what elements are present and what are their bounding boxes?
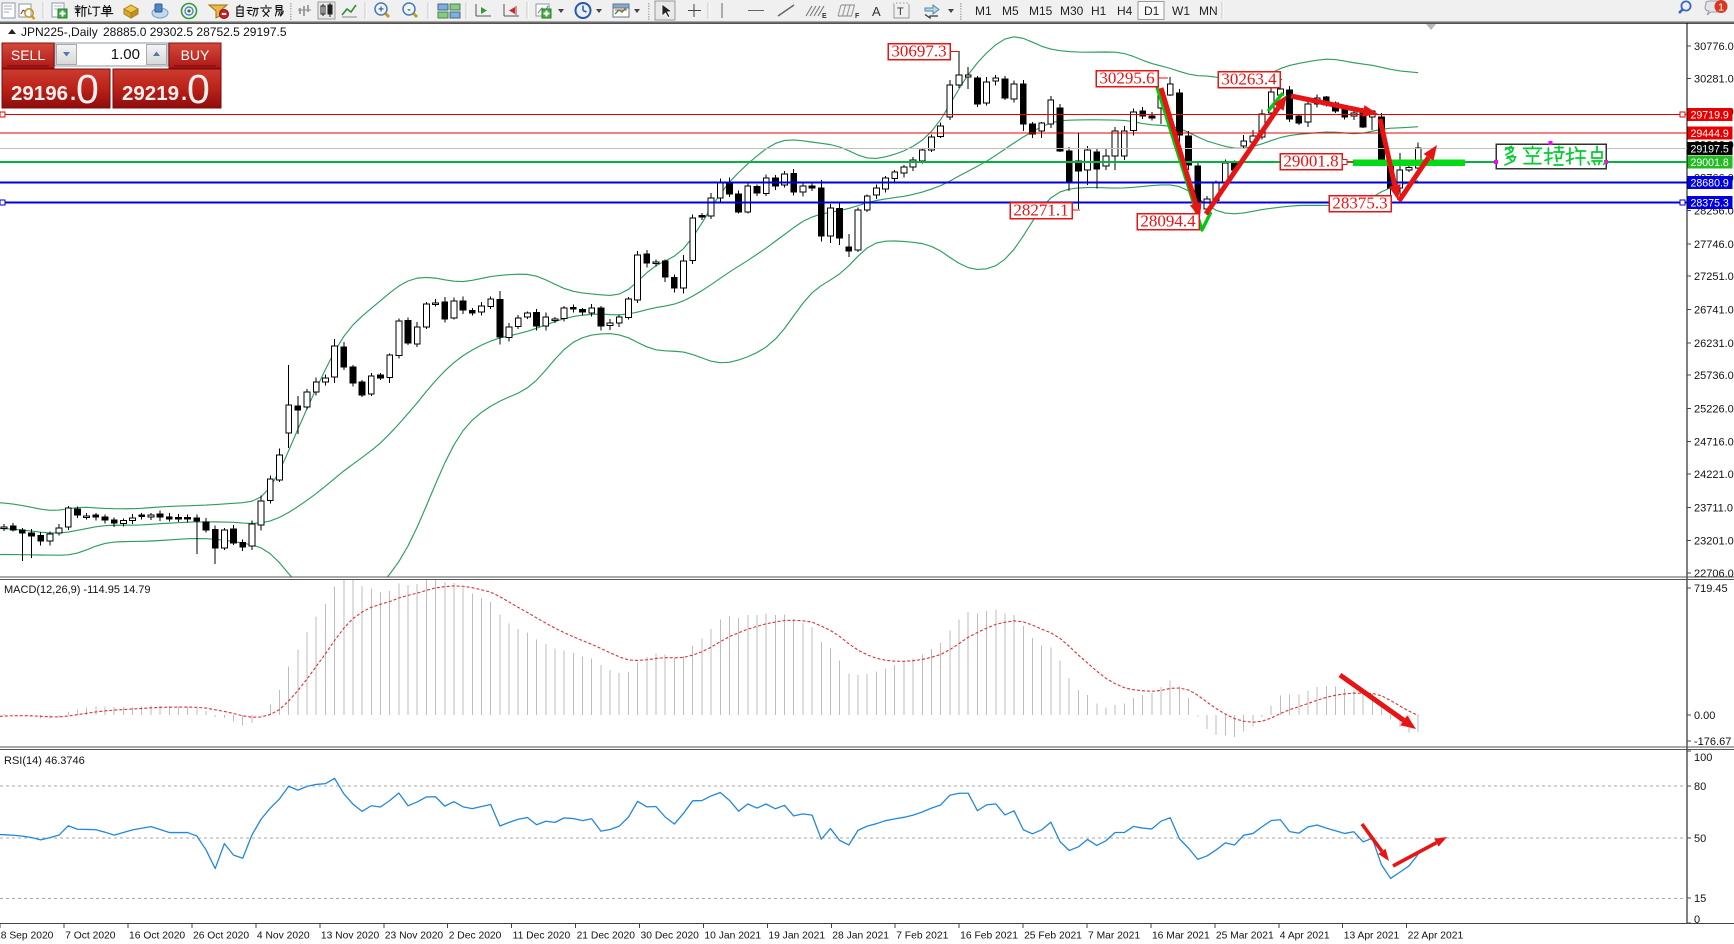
- svg-text:1.00: 1.00: [111, 46, 140, 63]
- svg-text:30776.0: 30776.0: [1694, 41, 1734, 53]
- svg-text:11 Dec 2020: 11 Dec 2020: [513, 931, 571, 942]
- svg-text:27746.0: 27746.0: [1694, 239, 1734, 251]
- svg-text:26231.0: 26231.0: [1694, 338, 1734, 350]
- svg-text:13 Nov 2020: 13 Nov 2020: [321, 931, 380, 942]
- svg-text:100: 100: [1694, 752, 1712, 764]
- svg-text:29219: 29219: [122, 82, 179, 105]
- svg-text:16 Mar 2021: 16 Mar 2021: [1152, 931, 1210, 942]
- svg-text:26 Oct 2020: 26 Oct 2020: [193, 931, 249, 942]
- svg-text:28 Sep 2020: 28 Sep 2020: [0, 931, 54, 942]
- svg-text:H4: H4: [1117, 4, 1133, 18]
- svg-text:0: 0: [1694, 914, 1700, 926]
- svg-text:MN: MN: [1199, 4, 1218, 18]
- svg-text:25 Feb 2021: 25 Feb 2021: [1024, 931, 1082, 942]
- svg-text:SELL: SELL: [11, 47, 45, 63]
- svg-text:7 Oct 2020: 7 Oct 2020: [65, 931, 116, 942]
- svg-text:0: 0: [187, 66, 210, 112]
- svg-text:25 Mar 2021: 25 Mar 2021: [1216, 931, 1274, 942]
- svg-text:MACD(12,26,9) -114.95 14.79: MACD(12,26,9) -114.95 14.79: [4, 584, 151, 596]
- svg-text:23711.0: 23711.0: [1694, 502, 1733, 514]
- svg-text:-: -: [407, 5, 410, 16]
- svg-text:25226.0: 25226.0: [1694, 403, 1734, 415]
- svg-text:.: .: [70, 80, 76, 105]
- svg-text:30263.4: 30263.4: [1221, 69, 1277, 88]
- svg-text:22 Apr 2021: 22 Apr 2021: [1408, 931, 1464, 942]
- svg-text:15: 15: [1694, 893, 1706, 905]
- svg-text:16 Oct 2020: 16 Oct 2020: [129, 931, 185, 942]
- svg-text:D1: D1: [1144, 4, 1160, 18]
- svg-text:T: T: [897, 6, 904, 18]
- svg-text:M15: M15: [1029, 4, 1053, 18]
- svg-text:23 Nov 2020: 23 Nov 2020: [385, 931, 444, 942]
- svg-text:30 Dec 2020: 30 Dec 2020: [641, 931, 700, 942]
- svg-text:JPN225-,Daily: JPN225-,Daily: [21, 25, 98, 39]
- svg-text:0.00: 0.00: [1694, 710, 1715, 722]
- svg-text:29196: 29196: [11, 82, 68, 105]
- svg-text:.: .: [181, 80, 187, 105]
- svg-text:W1: W1: [1172, 4, 1190, 18]
- svg-text:21 Dec 2020: 21 Dec 2020: [577, 931, 636, 942]
- svg-text:-176.67: -176.67: [1694, 736, 1731, 748]
- svg-text:+: +: [378, 5, 384, 16]
- svg-text:24716.0: 24716.0: [1694, 437, 1734, 449]
- svg-text:28375.3: 28375.3: [1691, 197, 1729, 209]
- svg-text:7 Mar 2021: 7 Mar 2021: [1088, 931, 1140, 942]
- svg-text:29719.9: 29719.9: [1691, 109, 1729, 121]
- svg-text:E: E: [822, 13, 827, 20]
- svg-text:30697.3: 30697.3: [891, 41, 946, 60]
- svg-text:29001.8: 29001.8: [1283, 151, 1338, 170]
- svg-text:A: A: [872, 4, 881, 19]
- svg-text:16 Feb 2021: 16 Feb 2021: [960, 931, 1018, 942]
- svg-text:BUY: BUY: [181, 47, 210, 63]
- svg-text:29444.9: 29444.9: [1691, 128, 1729, 140]
- svg-text:13 Apr 2021: 13 Apr 2021: [1344, 931, 1400, 942]
- svg-text:0: 0: [76, 66, 99, 112]
- svg-text:28 Jan 2021: 28 Jan 2021: [832, 931, 889, 942]
- svg-text:25736.0: 25736.0: [1694, 370, 1734, 382]
- svg-text:30295.6: 30295.6: [1099, 68, 1154, 87]
- svg-text:80: 80: [1694, 781, 1706, 793]
- svg-text:M5: M5: [1002, 4, 1019, 18]
- svg-text:M30: M30: [1060, 4, 1084, 18]
- svg-text:27251.0: 27251.0: [1694, 271, 1734, 283]
- svg-text:23201.0: 23201.0: [1694, 536, 1734, 548]
- svg-text:28885.0 29302.5 28752.5 29197.: 28885.0 29302.5 28752.5 29197.5: [103, 25, 287, 39]
- svg-text:29001.8: 29001.8: [1691, 157, 1729, 169]
- svg-text:M1: M1: [975, 4, 992, 18]
- svg-text:28271.1: 28271.1: [1013, 200, 1068, 219]
- svg-text:28680.9: 28680.9: [1691, 177, 1729, 189]
- svg-text:2 Dec 2020: 2 Dec 2020: [449, 931, 502, 942]
- svg-text:28094.4: 28094.4: [1140, 211, 1196, 230]
- svg-text:F: F: [855, 13, 860, 20]
- svg-text:1: 1: [1718, 2, 1724, 14]
- svg-text:24221.0: 24221.0: [1694, 469, 1734, 481]
- svg-text:RSI(14) 46.3746: RSI(14) 46.3746: [4, 755, 85, 767]
- svg-text:26741.0: 26741.0: [1694, 304, 1734, 316]
- svg-text:28375.3: 28375.3: [1332, 193, 1387, 212]
- svg-text:4 Apr 2021: 4 Apr 2021: [1280, 931, 1330, 942]
- svg-text:50: 50: [1694, 833, 1706, 845]
- svg-text:719.45: 719.45: [1694, 583, 1728, 595]
- svg-text:29197.5: 29197.5: [1691, 143, 1729, 155]
- svg-text:10 Jan 2021: 10 Jan 2021: [704, 931, 761, 942]
- svg-text:19 Jan 2021: 19 Jan 2021: [768, 931, 825, 942]
- svg-text:7 Feb 2021: 7 Feb 2021: [896, 931, 948, 942]
- svg-text:30281.0: 30281.0: [1694, 73, 1734, 85]
- svg-text:22706.0: 22706.0: [1694, 568, 1734, 580]
- svg-text:H1: H1: [1091, 4, 1107, 18]
- svg-text:4 Nov 2020: 4 Nov 2020: [257, 931, 310, 942]
